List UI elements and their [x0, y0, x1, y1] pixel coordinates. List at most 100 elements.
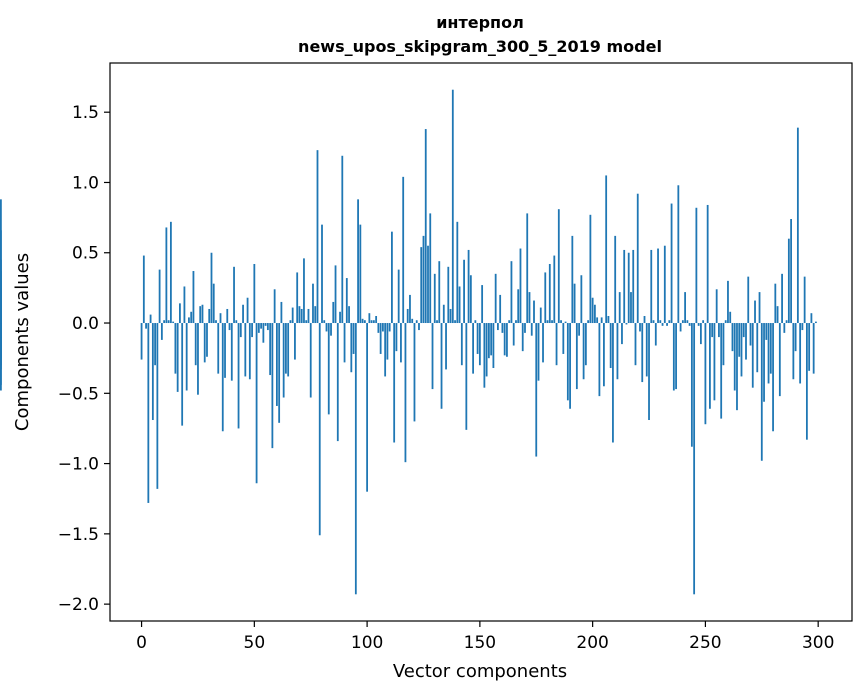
- bar: [0, 259, 2, 324]
- bar: [0, 323, 2, 385]
- bar: [697, 323, 700, 326]
- bar: [593, 304, 596, 324]
- bar: [810, 313, 813, 324]
- bar: [316, 150, 319, 324]
- bar: [625, 323, 628, 325]
- bar: [142, 255, 145, 324]
- bar: [395, 323, 398, 352]
- bar: [194, 323, 197, 366]
- bar: [641, 323, 644, 383]
- bar: [415, 320, 418, 324]
- bar: [765, 323, 768, 340]
- y-tick-label: 0.0: [72, 314, 99, 334]
- bar: [758, 292, 761, 324]
- bar: [169, 221, 172, 324]
- bar: [722, 323, 725, 366]
- bar: [747, 276, 750, 324]
- bar: [645, 323, 648, 377]
- bar: [614, 235, 617, 324]
- bar: [704, 323, 707, 425]
- bar: [605, 175, 608, 324]
- bar: [440, 323, 443, 409]
- bar: [799, 323, 802, 384]
- bar: [776, 306, 779, 324]
- bar: [555, 323, 558, 366]
- chart-title-line-1: интерпол: [436, 13, 524, 32]
- bar: [609, 323, 612, 369]
- bar: [675, 323, 677, 390]
- bar: [176, 323, 179, 392]
- bar: [230, 323, 233, 381]
- bar: [485, 323, 488, 377]
- bar: [648, 323, 650, 421]
- bar: [404, 323, 407, 463]
- bar: [580, 275, 583, 324]
- x-tick-label: 200: [576, 633, 608, 653]
- bar: [636, 193, 639, 324]
- bars-group: [0, 89, 817, 595]
- bar: [359, 224, 362, 324]
- bar: [699, 323, 702, 345]
- bar: [463, 259, 465, 324]
- bar: [661, 323, 664, 326]
- y-tick-label: 1.5: [72, 103, 99, 123]
- bar: [526, 213, 529, 324]
- bar: [560, 320, 562, 324]
- bar: [289, 320, 292, 324]
- bar: [497, 323, 499, 331]
- x-tick-label: 150: [464, 633, 496, 653]
- bar: [438, 261, 441, 324]
- bar: [248, 323, 251, 380]
- bar: [185, 323, 188, 391]
- bar: [233, 266, 235, 324]
- bar: [242, 304, 244, 324]
- bar: [458, 286, 461, 324]
- bar: [345, 278, 348, 324]
- bar: [321, 224, 323, 324]
- bar: [706, 204, 709, 324]
- bar: [478, 323, 481, 366]
- bar: [273, 289, 276, 324]
- bar: [192, 271, 195, 324]
- bar: [474, 320, 477, 324]
- bar: [600, 317, 603, 324]
- bar: [442, 304, 445, 324]
- bar: [677, 185, 680, 324]
- bar: [539, 307, 542, 324]
- bar: [481, 285, 484, 324]
- x-axis: 0 50 100 150 200 250 300: [136, 621, 834, 653]
- bar: [566, 323, 569, 401]
- bar: [544, 272, 547, 324]
- bar: [278, 323, 281, 423]
- bar: [309, 323, 312, 398]
- bar: [589, 214, 592, 324]
- bar: [718, 323, 720, 338]
- bar: [528, 292, 531, 324]
- bar: [226, 308, 229, 324]
- bar: [812, 323, 815, 374]
- bar: [212, 283, 215, 324]
- bar: [787, 238, 790, 324]
- bar: [503, 323, 506, 356]
- bar: [751, 323, 754, 388]
- bar: [774, 283, 777, 324]
- bar: [294, 323, 296, 360]
- bar: [224, 323, 226, 378]
- bar: [562, 323, 565, 354]
- bar: [729, 311, 732, 324]
- bar: [325, 323, 328, 332]
- bar: [219, 313, 222, 324]
- bar: [298, 306, 301, 324]
- bar: [618, 292, 621, 324]
- bar: [363, 320, 366, 324]
- bar: [587, 320, 590, 324]
- bar: [330, 323, 332, 336]
- bar: [571, 235, 574, 324]
- bar: [188, 317, 190, 324]
- bar: [287, 323, 290, 377]
- bar: [803, 276, 806, 324]
- bar: [510, 261, 513, 324]
- bar: [736, 323, 738, 411]
